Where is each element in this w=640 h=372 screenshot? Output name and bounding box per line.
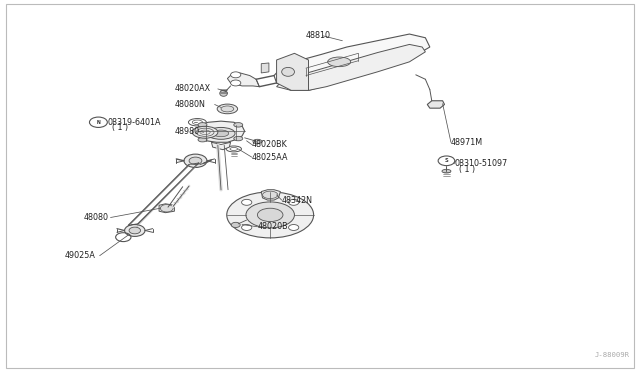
- Text: 48980: 48980: [174, 126, 200, 136]
- Polygon shape: [276, 53, 308, 90]
- Polygon shape: [276, 44, 426, 90]
- Text: 48020BK: 48020BK: [252, 140, 287, 149]
- Text: N: N: [97, 120, 100, 125]
- Polygon shape: [261, 190, 280, 200]
- Ellipse shape: [221, 106, 234, 112]
- Ellipse shape: [253, 139, 262, 144]
- Text: 48025AA: 48025AA: [252, 153, 288, 161]
- Ellipse shape: [189, 157, 202, 164]
- Polygon shape: [274, 34, 430, 90]
- Text: 48020AX: 48020AX: [174, 84, 211, 93]
- Ellipse shape: [241, 225, 252, 230]
- Ellipse shape: [289, 199, 299, 205]
- Ellipse shape: [442, 169, 451, 173]
- Ellipse shape: [230, 72, 241, 78]
- Text: 48080N: 48080N: [174, 100, 205, 109]
- Polygon shape: [227, 73, 259, 87]
- Ellipse shape: [198, 137, 207, 142]
- Ellipse shape: [246, 202, 294, 228]
- Polygon shape: [261, 63, 269, 73]
- Polygon shape: [197, 121, 244, 142]
- Ellipse shape: [207, 128, 235, 139]
- Text: 48020B: 48020B: [257, 222, 288, 231]
- Text: 08310-51097: 08310-51097: [454, 159, 508, 168]
- Ellipse shape: [90, 117, 108, 128]
- Text: 48080: 48080: [84, 213, 109, 222]
- Ellipse shape: [231, 222, 240, 228]
- Ellipse shape: [129, 227, 141, 234]
- Ellipse shape: [282, 67, 294, 76]
- Ellipse shape: [161, 205, 173, 212]
- Ellipse shape: [213, 130, 228, 137]
- Ellipse shape: [192, 126, 218, 138]
- Polygon shape: [211, 142, 230, 150]
- Ellipse shape: [234, 123, 243, 127]
- Text: 48342N: 48342N: [282, 196, 313, 205]
- Polygon shape: [428, 101, 445, 108]
- Ellipse shape: [241, 199, 252, 205]
- Ellipse shape: [230, 80, 241, 86]
- Text: J-88009R: J-88009R: [595, 352, 630, 358]
- Text: S: S: [445, 158, 448, 163]
- Ellipse shape: [198, 123, 207, 127]
- Text: 48810: 48810: [306, 31, 331, 41]
- Ellipse shape: [125, 225, 145, 236]
- Ellipse shape: [438, 156, 455, 166]
- Text: ( 1 ): ( 1 ): [113, 123, 129, 132]
- Text: 49025A: 49025A: [65, 251, 95, 260]
- Ellipse shape: [289, 225, 299, 230]
- Ellipse shape: [328, 57, 351, 67]
- Polygon shape: [159, 204, 174, 213]
- Text: 08319-6401A: 08319-6401A: [108, 118, 161, 127]
- Ellipse shape: [227, 192, 314, 238]
- Ellipse shape: [262, 191, 278, 199]
- Ellipse shape: [257, 208, 283, 222]
- Ellipse shape: [234, 137, 243, 141]
- Text: ( 1 ): ( 1 ): [460, 165, 476, 174]
- Text: 48971M: 48971M: [451, 138, 483, 147]
- Ellipse shape: [184, 154, 207, 167]
- Ellipse shape: [220, 90, 227, 96]
- Ellipse shape: [217, 104, 237, 114]
